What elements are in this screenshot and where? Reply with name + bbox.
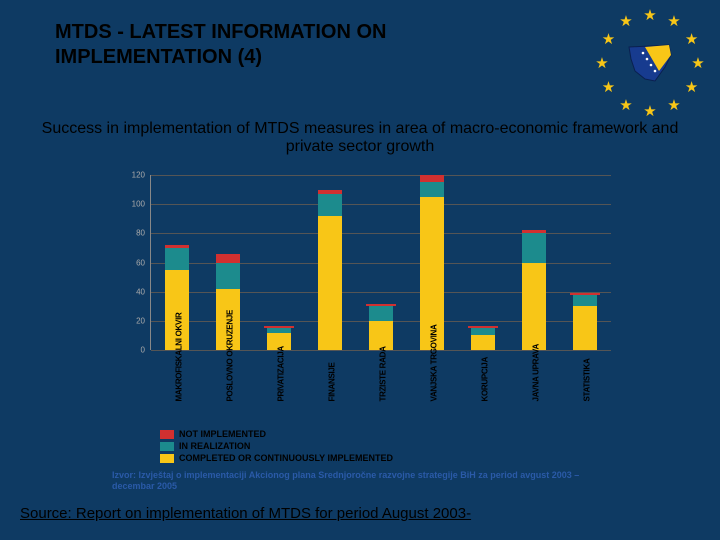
star-icon: ★ <box>643 102 656 120</box>
y-tick-label: 120 <box>121 171 145 180</box>
legend-swatch-teal <box>160 442 174 451</box>
x-tick-label: MAKROFISKALNI OKVIR <box>174 378 183 402</box>
bar-segment <box>522 263 546 351</box>
bar-cap <box>468 326 498 328</box>
star-icon: ★ <box>602 30 615 48</box>
bar <box>471 328 495 350</box>
legend-item-not-implemented: NOT IMPLEMENTED <box>160 428 393 440</box>
legend-label: NOT IMPLEMENTED <box>179 428 266 440</box>
legend-swatch-red <box>160 430 174 439</box>
x-tick-label: PRIVATIZACIJA <box>276 378 285 402</box>
eu-bih-emblem: ★★★★★★★★★★★★ <box>590 8 710 118</box>
gridline <box>151 204 611 205</box>
x-tick-label: TRZISTE RADA <box>379 378 388 402</box>
x-tick-label: FINANSIJE <box>327 378 336 402</box>
gridline <box>151 175 611 176</box>
plot-area: 020406080100120 <box>150 175 611 350</box>
bar-segment <box>369 306 393 321</box>
legend: NOT IMPLEMENTED IN REALIZATION COMPLETED… <box>160 428 393 464</box>
bar <box>522 230 546 350</box>
legend-swatch-yellow <box>160 454 174 463</box>
chart-area: 020406080100120 MAKROFISKALNI OKVIR POSLO… <box>110 175 610 425</box>
legend-item-in-realization: IN REALIZATION <box>160 440 393 452</box>
star-icon: ★ <box>685 30 698 48</box>
bar-segment <box>471 328 495 335</box>
bar <box>318 190 342 350</box>
star-icon: ★ <box>619 12 632 30</box>
y-tick-label: 20 <box>121 316 145 325</box>
star-icon: ★ <box>643 6 656 24</box>
chart-subtitle: Success in implementation of MTDS measur… <box>20 120 700 156</box>
bar-segment <box>420 182 444 197</box>
bar-segment <box>573 306 597 350</box>
x-tick-label: KORUPCIJA <box>481 378 490 402</box>
bar-cap <box>264 326 294 328</box>
bar-cap <box>570 293 600 295</box>
legend-label: IN REALIZATION <box>179 440 250 452</box>
page-title: MTDS - LATEST INFORMATION ON IMPLEMENTAT… <box>55 20 386 70</box>
izvor-footnote: Izvor: Izvještaj o implementaciji Akcion… <box>112 470 612 492</box>
bar-cap <box>366 304 396 306</box>
bar <box>369 306 393 350</box>
bar-segment <box>471 335 495 350</box>
bar-segment <box>522 233 546 262</box>
y-tick-label: 60 <box>121 258 145 267</box>
legend-item-completed: COMPLETED OR CONTINUOUSLY IMPLEMENTED <box>160 452 393 464</box>
star-icon: ★ <box>685 78 698 96</box>
y-tick-label: 80 <box>121 229 145 238</box>
star-icon: ★ <box>667 12 680 30</box>
y-tick-label: 40 <box>121 287 145 296</box>
bar <box>573 295 597 350</box>
star-icon: ★ <box>691 54 704 72</box>
legend-label: COMPLETED OR CONTINUOUSLY IMPLEMENTED <box>179 452 393 464</box>
x-tick-label: POSLOVNO OKRUZENJE <box>225 378 234 402</box>
source-line: Source: Report on implementation of MTDS… <box>20 505 471 522</box>
y-tick-label: 0 <box>121 346 145 355</box>
bar-segment <box>216 254 240 263</box>
bar-segment <box>573 295 597 307</box>
x-axis-labels: MAKROFISKALNI OKVIR POSLOVNO OKRUZENJE PRI… <box>150 353 610 425</box>
star-icon: ★ <box>667 96 680 114</box>
y-tick-label: 100 <box>121 200 145 209</box>
x-tick-label: JAVNA UPRAVA <box>532 378 541 402</box>
bar-segment <box>318 216 342 350</box>
star-icon: ★ <box>602 78 615 96</box>
bar-segment <box>165 248 189 270</box>
star-icon: ★ <box>619 96 632 114</box>
x-tick-label: VANJSKA TRGOVINA <box>430 378 439 402</box>
bar-segment <box>420 175 444 182</box>
bar-segment <box>216 263 240 289</box>
x-tick-label: STATISTIKA <box>583 378 592 402</box>
bar-segment <box>318 194 342 216</box>
title-line-2: IMPLEMENTATION (4) <box>55 46 262 68</box>
title-line-1: MTDS - LATEST INFORMATION ON <box>55 21 386 43</box>
bih-map-icon <box>625 41 675 85</box>
star-icon: ★ <box>595 54 608 72</box>
